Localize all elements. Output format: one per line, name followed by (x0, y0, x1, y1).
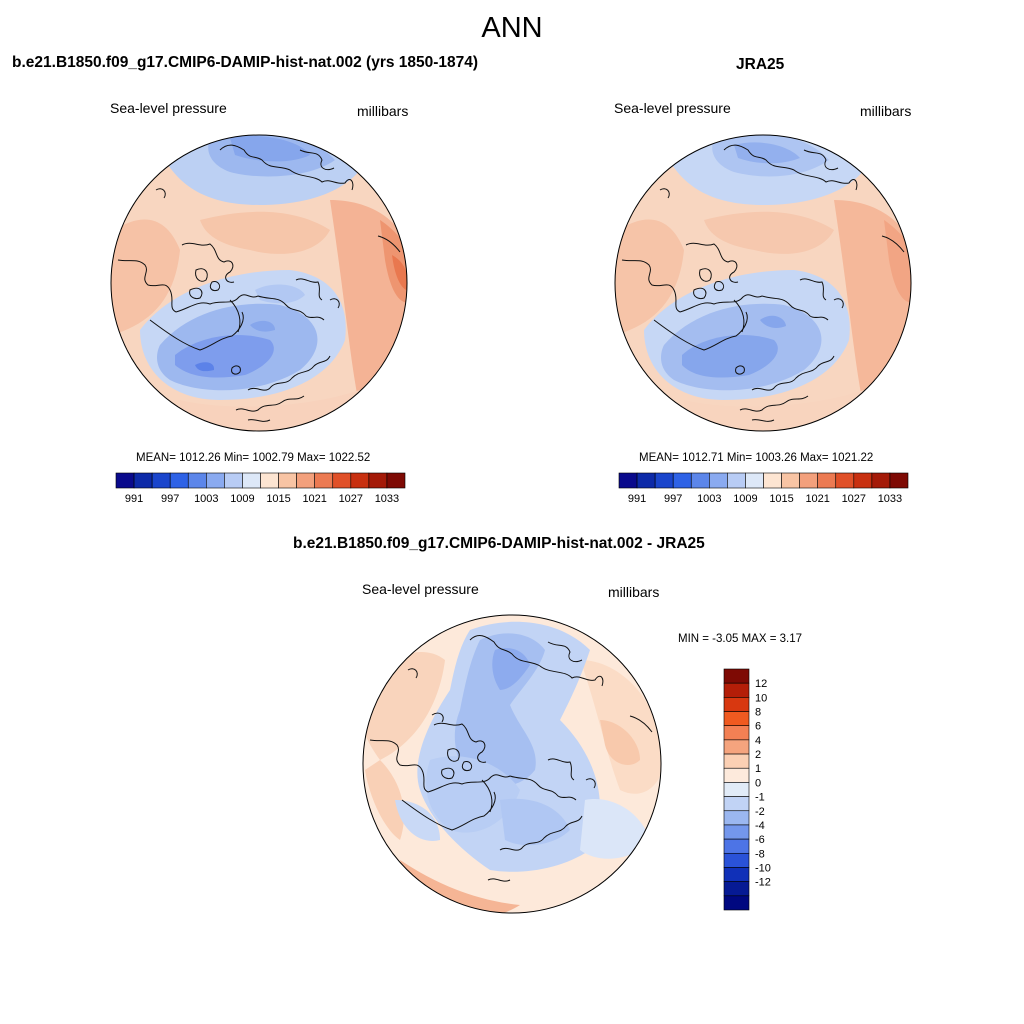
panel1-colorbar-swatch (296, 472, 315, 489)
panel1-colorbar-swatch (224, 472, 243, 489)
panel1-colorbar-swatch (368, 472, 388, 489)
panel2-colorbar-swatch (817, 472, 837, 489)
panel1-colorbar-swatch (169, 472, 189, 489)
panel2-variable-label: Sea-level pressure (614, 100, 731, 116)
panel2-units-label: millibars (860, 103, 912, 119)
panel1-stats: MEAN= 1012.26 Min= 1002.79 Max= 1022.52 (136, 452, 371, 464)
panel3-colorbar-swatch (723, 796, 750, 812)
panel1-colorbar-swatch (115, 472, 135, 489)
panel3-colorbar-swatch (723, 668, 750, 684)
panel2-colorbar-tick-label: 1027 (842, 493, 866, 505)
panel3-colorbar-swatch (723, 867, 750, 882)
panel2-colorbar-tick-label: 1009 (733, 493, 757, 505)
panel2-title: JRA25 (736, 56, 785, 73)
panel1-colorbar-tick-label: 1021 (302, 493, 326, 505)
panel3-colorbar-swatch (723, 895, 750, 911)
panel3-stats: MIN = -3.05 MAX = 3.17 (678, 633, 803, 645)
panel3-colorbar-tick-label: 4 (755, 735, 761, 747)
panel3-colorbar-tick-label: 10 (755, 692, 767, 704)
panel1-colorbar-tick-label: 1015 (266, 493, 290, 505)
panel3-polar-map (362, 614, 662, 914)
panel3-variable-label: Sea-level pressure (362, 581, 479, 597)
panel2-colorbar-tick-label: 1033 (878, 493, 902, 505)
panel1-colorbar-swatch (278, 472, 297, 489)
panel2-colorbar-swatch (835, 472, 855, 489)
panel1-colorbar-swatch (260, 472, 279, 489)
panel3-colorbar-tick-label: -4 (755, 820, 765, 832)
panel2-colorbar-swatch (636, 472, 656, 489)
panel1-colorbar-tick-label: 1009 (230, 493, 254, 505)
panel2-colorbar-swatch (889, 472, 909, 489)
panel2-colorbar: 991 997 1003 1009 1015 1021 1027 1033 (618, 472, 909, 505)
panel1-colorbar-swatch (386, 472, 406, 489)
panel1-colorbar-swatch (314, 472, 334, 489)
panel1-colorbar-swatch (151, 472, 171, 489)
panel3-colorbar-tick-label: -1 (755, 792, 765, 804)
panel1-colorbar-tick-label: 997 (161, 493, 179, 505)
panel3-colorbar-swatch (723, 782, 750, 797)
panel2-colorbar-tick-label: 1003 (697, 493, 721, 505)
panel2-colorbar-swatch (618, 472, 638, 489)
panel1-colorbar-tick-label: 1033 (375, 493, 399, 505)
panel3-colorbar-tick-label: 2 (755, 749, 761, 761)
panel3-colorbar-swatch (723, 725, 750, 741)
panel2-colorbar-swatch (654, 472, 674, 489)
panel1-colorbar-swatch (350, 472, 370, 489)
panel3-colorbar-swatch (723, 711, 750, 727)
panel3-colorbar-tick-label: -6 (755, 834, 765, 846)
panel3-colorbar-tick-label: 8 (755, 707, 761, 719)
panel3-colorbar-swatch (723, 753, 750, 769)
panel3-colorbar-tick-label: -8 (755, 848, 765, 860)
panel2-colorbar-swatch (745, 472, 764, 489)
panel1-colorbar-swatch (187, 472, 207, 489)
panel1-colorbar-tick-label: 991 (125, 493, 143, 505)
panel1-colorbar-tick-label: 1003 (194, 493, 218, 505)
figure-title: ANN (481, 12, 543, 44)
panel1-units-label: millibars (357, 103, 409, 119)
panel1-colorbar-swatch (206, 472, 225, 489)
panel3-colorbar-tick-label: 1 (755, 763, 761, 775)
panel2-colorbar-swatch (781, 472, 800, 489)
panel2-colorbar-tick-label: 1015 (769, 493, 793, 505)
panel2-colorbar-swatch (853, 472, 873, 489)
panel3-colorbar-swatch (723, 838, 750, 854)
panel3-colorbar-swatch (723, 852, 750, 868)
panel3-colorbar-swatch (723, 881, 750, 897)
panel3-colorbar-tick-label: 0 (755, 777, 761, 789)
panel2-colorbar-tick-label: 1021 (805, 493, 829, 505)
panel1-colorbar-swatch (332, 472, 352, 489)
panel3-colorbar-swatch (723, 810, 750, 826)
panel3-colorbar-tick-label: -10 (755, 862, 771, 874)
panel3-colorbar-swatch (723, 697, 750, 712)
panel2-colorbar-swatch (799, 472, 818, 489)
panel3-colorbar-tick-label: 12 (755, 678, 767, 690)
panel3-units-label: millibars (608, 584, 660, 600)
panel3-colorbar-tick-label: -2 (755, 806, 765, 818)
panel2-colorbar-swatch (763, 472, 782, 489)
panel1-variable-label: Sea-level pressure (110, 100, 227, 116)
panel1-colorbar-tick-label: 1027 (339, 493, 363, 505)
panel2-colorbar-swatch (709, 472, 728, 489)
panel1-colorbar-swatch (242, 472, 261, 489)
panel1-colorbar-swatch (133, 472, 153, 489)
panel3-colorbar-swatch (723, 682, 750, 698)
panel3-title: b.e21.B1850.f09_g17.CMIP6-DAMIP-hist-nat… (293, 535, 705, 552)
panel1-title: b.e21.B1850.f09_g17.CMIP6-DAMIP-hist-nat… (12, 54, 479, 71)
panel1-polar-map (110, 134, 408, 432)
panel3-colorbar-swatch (723, 824, 750, 840)
panel2-colorbar-swatch (727, 472, 746, 489)
panel2-colorbar-swatch (871, 472, 891, 489)
panel3-colorbar-swatch (723, 739, 750, 755)
panel2-polar-map (614, 134, 912, 432)
panel3-colorbar-tick-label: 6 (755, 721, 761, 733)
panel2-colorbar-swatch (690, 472, 710, 489)
panel3-colorbar-tick-label: -12 (755, 877, 771, 889)
panel2-colorbar-swatch (672, 472, 692, 489)
panel2-colorbar-tick-label: 997 (664, 493, 682, 505)
panel2-stats: MEAN= 1012.71 Min= 1003.26 Max= 1021.22 (639, 452, 874, 464)
panel2-colorbar-tick-label: 991 (628, 493, 646, 505)
panel3-colorbar-swatch (723, 767, 750, 783)
panel1-colorbar: 991 997 1003 1009 1015 1021 1027 1033 (115, 472, 406, 505)
